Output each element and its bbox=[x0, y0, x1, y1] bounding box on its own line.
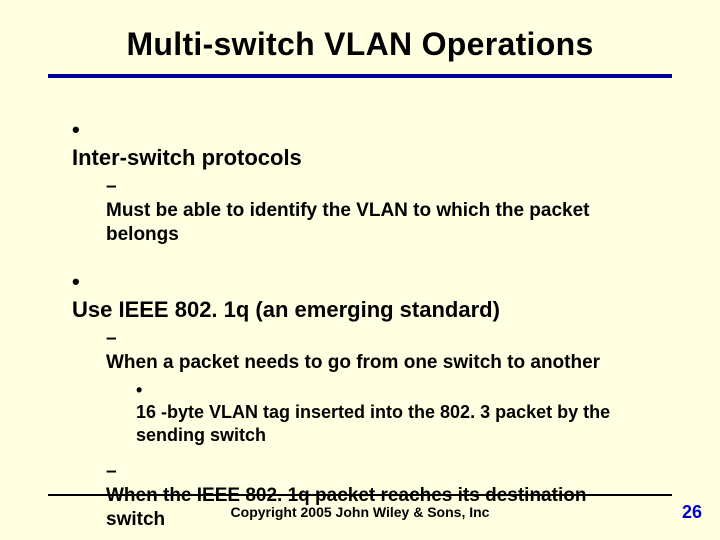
bullet-l3: • bbox=[136, 379, 152, 402]
list-text: Use IEEE 802. 1q (an emerging standard) bbox=[72, 296, 638, 324]
copyright-text: Copyright 2005 John Wiley & Sons, Inc bbox=[0, 504, 720, 520]
list-item: • 16 -byte VLAN tag inserted into the 80… bbox=[136, 379, 660, 447]
list-text: When a packet needs to go from one switc… bbox=[106, 351, 638, 375]
bullet-l2: – bbox=[106, 175, 124, 199]
bullet-l2: – bbox=[106, 460, 124, 484]
list-item: – Must be able to identify the VLAN to w… bbox=[106, 175, 660, 246]
list-item: • Inter-switch protocols bbox=[72, 116, 660, 171]
slide: Multi-switch VLAN Operations • Inter-swi… bbox=[0, 0, 720, 540]
list-text: 16 -byte VLAN tag inserted into the 802.… bbox=[136, 401, 640, 446]
list-text: Inter-switch protocols bbox=[72, 144, 638, 172]
list-item: • Use IEEE 802. 1q (an emerging standard… bbox=[72, 268, 660, 323]
slide-body: • Inter-switch protocols – Must be able … bbox=[72, 110, 660, 540]
list-text: Must be able to identify the VLAN to whi… bbox=[106, 199, 638, 247]
bullet-l3: • bbox=[136, 536, 152, 540]
footer-rule bbox=[48, 494, 672, 496]
list-item: – When a packet needs to go from one swi… bbox=[106, 327, 660, 375]
slide-title: Multi-switch VLAN Operations bbox=[0, 26, 720, 63]
bullet-l1: • bbox=[72, 268, 90, 296]
title-underline bbox=[48, 74, 672, 78]
page-number: 26 bbox=[682, 502, 702, 523]
list-item: • Its header (VLAN tag) stripped off and… bbox=[136, 536, 660, 540]
bullet-l2: – bbox=[106, 327, 124, 351]
bullet-l1: • bbox=[72, 116, 90, 144]
